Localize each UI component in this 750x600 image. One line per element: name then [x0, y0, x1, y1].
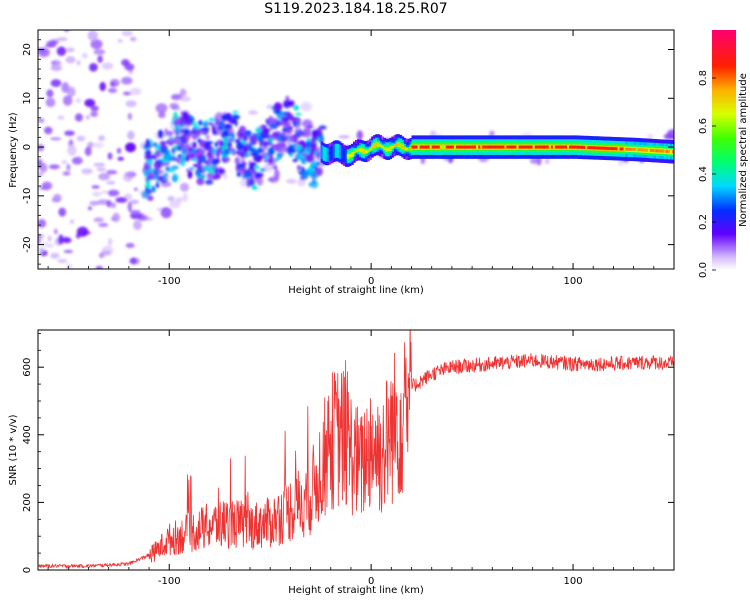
spectrogram-y-tick-label: 20 — [22, 43, 33, 56]
snr-y-label: SNR (10 * v/v) — [8, 414, 19, 485]
snr-series-line — [38, 330, 674, 570]
colorbar-tick-label: 0.0 — [698, 262, 709, 278]
snr-y-tick-label: 200 — [22, 493, 33, 512]
snr-y-tick-label: 400 — [22, 425, 33, 444]
spectrogram-y-tick-label: 10 — [22, 92, 33, 105]
snr-frame — [37, 329, 675, 571]
colorbar-tick-label: 0.8 — [698, 70, 709, 86]
snr-x-tick-label: 0 — [368, 576, 374, 587]
spectrogram-frame — [37, 29, 675, 270]
colorbar-label: Normalized spectral amplitude — [738, 73, 749, 227]
spectrogram-y-ticks: -20 -10 0 10 20 — [22, 29, 674, 265]
spectrogram-x-tick-label: 0 — [368, 276, 374, 287]
spectrogram-y-label: Frequency (Hz) — [8, 112, 19, 188]
snr-x-tick-label: 100 — [564, 576, 583, 587]
spectrogram-y-tick-label: -20 — [22, 236, 33, 252]
snr-x-ticks: -100 0 100 — [47, 330, 675, 587]
spectrogram-x-label: Height of straight line (km) — [288, 285, 424, 296]
colorbar-tick-label: 0.4 — [698, 166, 709, 182]
colorbar-tick-label: 0.6 — [698, 118, 709, 134]
colorbar-ticks: 0.0 0.2 0.4 0.6 0.8 — [698, 70, 716, 278]
colorbar: 0.0 0.2 0.4 0.6 0.8 Normalized spectral ampl… — [698, 30, 749, 278]
snr-y-tick-label: 0 — [22, 567, 33, 573]
figure-title: S119.2023.184.18.25.R07 — [264, 1, 448, 17]
spectrogram-y-tick-label: 0 — [22, 144, 33, 150]
spectrogram-marks — [38, 30, 674, 269]
colorbar-tick-label: 0.2 — [698, 214, 709, 230]
spectrogram-y-tick-label: -10 — [22, 188, 33, 204]
spectrogram-x-tick-label: -100 — [158, 276, 181, 287]
colorbar-gradient — [712, 30, 736, 270]
spectrogram-x-ticks: -100 0 100 — [47, 30, 675, 287]
snr-y-ticks: 0 200 400 600 — [22, 332, 674, 573]
snr-y-tick-label: 600 — [22, 358, 33, 377]
spectrogram-x-tick-label: 100 — [564, 276, 583, 287]
snr-x-tick-label: -100 — [158, 576, 181, 587]
snr-panel: -100 0 100 0 200 400 600 Height of straight l… — [8, 329, 675, 596]
snr-x-label: Height of straight line (km) — [288, 585, 424, 596]
